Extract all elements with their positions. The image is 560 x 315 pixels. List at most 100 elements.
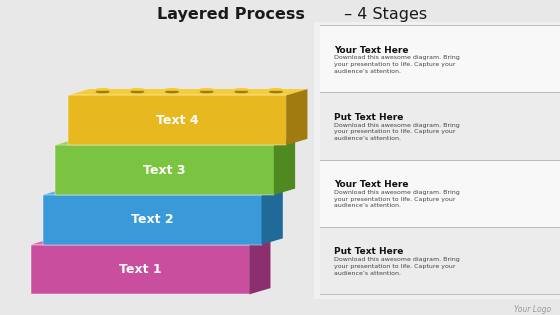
Bar (320, 227, 560, 295)
Ellipse shape (269, 88, 283, 91)
Polygon shape (68, 95, 286, 145)
Ellipse shape (232, 237, 246, 240)
Polygon shape (188, 139, 201, 142)
Polygon shape (200, 89, 213, 92)
Ellipse shape (106, 190, 120, 193)
Ellipse shape (94, 240, 108, 243)
Ellipse shape (256, 140, 271, 143)
Text: Your Text Here: Your Text Here (334, 46, 409, 54)
Ellipse shape (83, 138, 97, 140)
Polygon shape (96, 89, 109, 92)
Polygon shape (94, 238, 107, 241)
Polygon shape (235, 89, 248, 92)
Ellipse shape (130, 91, 144, 93)
Ellipse shape (140, 190, 155, 193)
Text: Download this awesome diagram. Bring
your presentation to life. Capture your
aud: Download this awesome diagram. Bring you… (334, 190, 460, 208)
Ellipse shape (222, 140, 236, 143)
Ellipse shape (162, 240, 177, 243)
Polygon shape (153, 139, 166, 142)
Text: Your Text Here: Your Text Here (334, 180, 409, 189)
Text: Text 4: Text 4 (156, 114, 198, 127)
Ellipse shape (152, 140, 167, 143)
Polygon shape (262, 189, 283, 245)
Ellipse shape (71, 187, 85, 190)
Polygon shape (119, 139, 132, 142)
Ellipse shape (234, 88, 249, 91)
Polygon shape (210, 189, 223, 192)
Ellipse shape (128, 240, 142, 243)
Text: Download this awesome diagram. Bring
your presentation to life. Capture your
aud: Download this awesome diagram. Bring you… (334, 55, 460, 74)
Text: Text 2: Text 2 (131, 213, 174, 226)
Polygon shape (232, 238, 245, 241)
Ellipse shape (269, 91, 283, 93)
Text: Your Logo: Your Logo (515, 305, 552, 314)
Ellipse shape (187, 140, 202, 143)
Polygon shape (141, 189, 154, 192)
Ellipse shape (244, 190, 259, 193)
Polygon shape (43, 195, 262, 245)
Ellipse shape (199, 88, 214, 91)
Bar (320, 160, 560, 227)
Text: Text 3: Text 3 (143, 163, 186, 176)
Polygon shape (131, 89, 144, 92)
Ellipse shape (209, 190, 224, 193)
Bar (320, 25, 560, 93)
Polygon shape (286, 89, 307, 145)
Ellipse shape (106, 187, 120, 190)
Polygon shape (55, 139, 295, 145)
Polygon shape (106, 189, 119, 192)
Ellipse shape (165, 91, 179, 93)
Ellipse shape (197, 240, 212, 243)
Ellipse shape (209, 187, 224, 190)
Ellipse shape (244, 187, 259, 190)
Ellipse shape (71, 190, 85, 193)
Polygon shape (68, 89, 307, 95)
Text: Download this awesome diagram. Bring
your presentation to life. Capture your
aud: Download this awesome diagram. Bring you… (334, 123, 460, 141)
Ellipse shape (118, 138, 132, 140)
Polygon shape (198, 238, 211, 241)
Polygon shape (72, 189, 85, 192)
Ellipse shape (199, 91, 214, 93)
Ellipse shape (187, 138, 202, 140)
Text: Download this awesome diagram. Bring
your presentation to life. Capture your
aud: Download this awesome diagram. Bring you… (334, 257, 460, 276)
Ellipse shape (83, 140, 97, 143)
Ellipse shape (162, 237, 177, 240)
Polygon shape (176, 189, 189, 192)
Text: Put Text Here: Put Text Here (334, 113, 404, 122)
Text: – 4 Stages: – 4 Stages (339, 7, 427, 22)
Ellipse shape (175, 187, 189, 190)
Ellipse shape (140, 187, 155, 190)
Ellipse shape (152, 138, 167, 140)
Polygon shape (274, 139, 295, 195)
Ellipse shape (232, 240, 246, 243)
Ellipse shape (234, 91, 249, 93)
Bar (314, 22, 560, 299)
Ellipse shape (256, 138, 271, 140)
Polygon shape (129, 238, 142, 241)
Bar (320, 93, 560, 160)
Ellipse shape (197, 237, 212, 240)
Ellipse shape (94, 237, 108, 240)
Polygon shape (166, 89, 179, 92)
Ellipse shape (128, 237, 142, 240)
Polygon shape (31, 238, 270, 245)
Polygon shape (269, 89, 282, 92)
Ellipse shape (96, 91, 110, 93)
Ellipse shape (222, 138, 236, 140)
Text: Put Text Here: Put Text Here (334, 247, 404, 256)
Ellipse shape (59, 237, 73, 240)
Text: Layered Process: Layered Process (157, 7, 305, 22)
Ellipse shape (59, 240, 73, 243)
Polygon shape (84, 139, 97, 142)
Text: Text 1: Text 1 (119, 263, 161, 276)
Polygon shape (222, 139, 235, 142)
Polygon shape (257, 139, 270, 142)
Polygon shape (43, 189, 283, 195)
Polygon shape (164, 238, 176, 241)
Polygon shape (55, 145, 274, 195)
Ellipse shape (130, 88, 144, 91)
Polygon shape (59, 238, 72, 241)
Ellipse shape (175, 190, 189, 193)
Ellipse shape (118, 140, 132, 143)
Ellipse shape (96, 88, 110, 91)
